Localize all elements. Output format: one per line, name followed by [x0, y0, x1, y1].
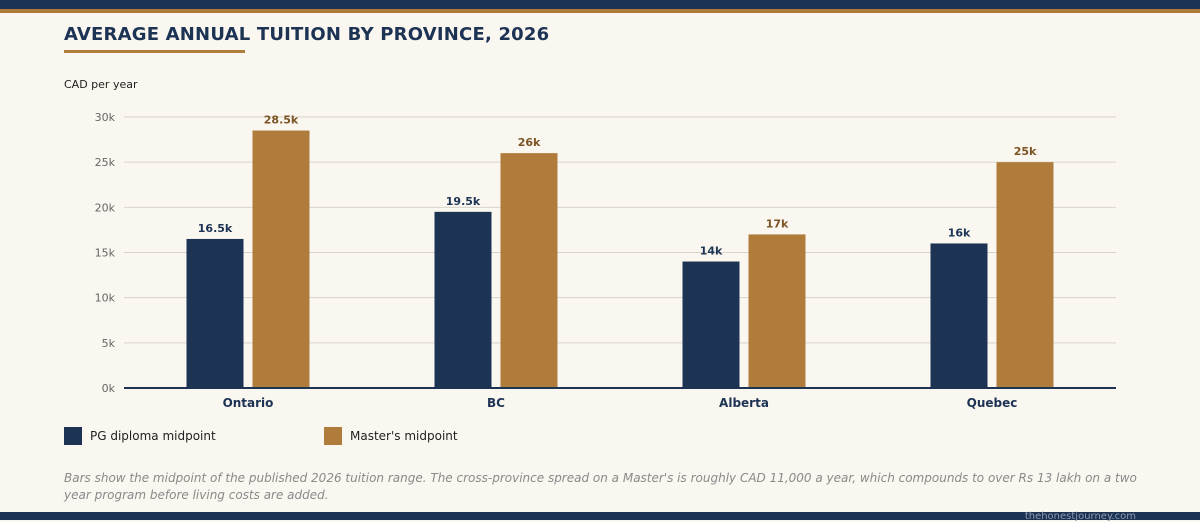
bar	[930, 243, 988, 388]
bar	[186, 238, 244, 388]
top-accent-stripe	[0, 9, 1200, 13]
bottom-accent-bar	[0, 512, 1200, 520]
y-tick-label: 5k	[102, 337, 116, 350]
bar-value-label: 25k	[1014, 145, 1037, 158]
legend-swatch-pg-diploma	[64, 427, 82, 445]
y-tick-label: 15k	[95, 247, 116, 260]
footer-brand: thehonestjourney.com	[1024, 511, 1136, 522]
x-tick-label: Ontario	[223, 396, 274, 410]
bar-value-label: 19.5k	[446, 195, 481, 208]
y-tick-label: 25k	[95, 156, 116, 169]
legend-label-pg-diploma: PG diploma midpoint	[90, 429, 216, 443]
bar	[682, 261, 740, 388]
x-tick-label: Quebec	[967, 396, 1018, 410]
y-tick-label: 10k	[95, 292, 116, 305]
y-tick-label: 20k	[95, 201, 116, 214]
legend-item-pg-diploma: PG diploma midpoint	[64, 427, 216, 445]
bar-value-label: 16k	[948, 226, 971, 239]
legend-swatch-masters	[324, 427, 342, 445]
bar	[434, 211, 492, 388]
chart-footnote: Bars show the midpoint of the published …	[64, 471, 1137, 502]
legend-label-masters: Master's midpoint	[350, 429, 458, 443]
bar	[252, 130, 310, 389]
bar-value-label: 17k	[766, 217, 789, 230]
bar-value-label: 26k	[518, 136, 541, 149]
bar	[996, 162, 1054, 388]
legend-item-masters: Master's midpoint	[324, 427, 458, 445]
y-tick-label: 0k	[102, 382, 116, 395]
x-tick-label: Alberta	[719, 396, 769, 410]
chart-title: AVERAGE ANNUAL TUITION BY PROVINCE, 2026	[64, 24, 550, 45]
y-axis-label: CAD per year	[64, 78, 138, 91]
bar	[748, 234, 806, 388]
top-accent-bar	[0, 0, 1200, 9]
x-tick-label: BC	[487, 396, 505, 410]
bar-value-label: 14k	[700, 245, 723, 258]
bar	[500, 153, 558, 388]
bar-value-label: 16.5k	[198, 222, 233, 235]
bar-value-label: 28.5k	[264, 114, 299, 127]
title-underline	[64, 50, 245, 53]
y-tick-label: 30k	[95, 111, 116, 124]
